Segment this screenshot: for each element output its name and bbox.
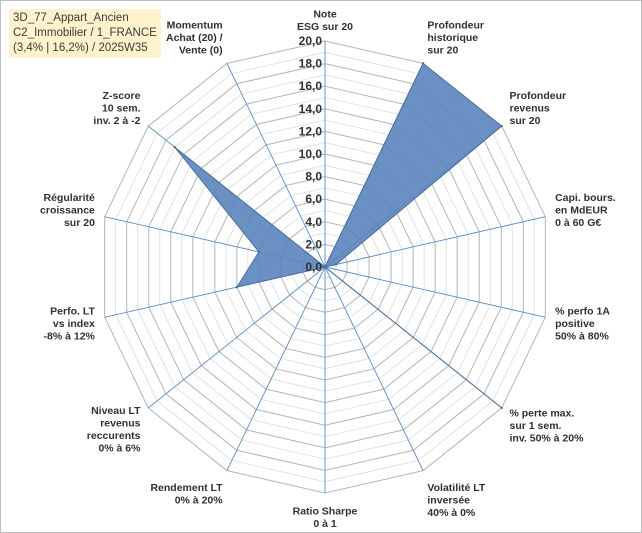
chart-title-box: 3D_77_Appart_Ancien C2_Immobilier / 1_FR… <box>9 9 161 58</box>
axis-label-line: croissance <box>40 205 95 217</box>
axis-label-line: -8% à 12% <box>44 330 96 342</box>
spoke-14 <box>226 63 326 268</box>
tick-label: 20,0 <box>299 34 323 48</box>
axis-label-line: inversée <box>427 495 470 507</box>
axis-label-line: historique <box>427 32 478 44</box>
radar-axis-labels: Note ESG sur 20 Profondeur historique sur 20… <box>40 9 616 531</box>
axis-label-1: Note ESG sur 20 <box>297 9 353 34</box>
axis-label-line: ESG sur 20 <box>297 21 353 33</box>
axis-label-line: revenus <box>510 102 550 114</box>
axis-label-line: Niveau LT <box>91 405 141 417</box>
axis-label-8: Ratio Sharpe 0 à 1 <box>293 506 358 531</box>
axis-label-9: Rendement LT 0% à 20% <box>150 482 223 507</box>
title-line-1: 3D_77_Appart_Ancien <box>13 12 129 24</box>
radar-series <box>173 62 503 410</box>
title-line-2: C2_Immobilier / 1_FRANCE <box>13 27 157 39</box>
axis-label-line: Rendement LT <box>150 482 223 494</box>
axis-label-11: Perfo. LT vs index -8% à 12% <box>44 305 96 342</box>
axis-label-line: inv. 50% à 20% <box>510 433 585 445</box>
axis-label-14: Momentum Achat (20) / Vente (0) <box>166 19 223 56</box>
axis-label-line: % perte max. <box>510 408 575 420</box>
axis-label-line: Note <box>313 9 336 21</box>
axis-label-line: Z-score <box>103 90 141 102</box>
data-point-11 <box>235 285 239 289</box>
axis-label-line: Volatilité LT <box>427 482 486 494</box>
axis-label-line: 40% à 0% <box>427 507 476 519</box>
spoke-10 <box>148 266 326 409</box>
axis-label-line: 0% à 6% <box>98 443 141 455</box>
axis-label-line: % perfo 1A <box>555 305 610 317</box>
axis-label-line: sur 20 <box>427 44 458 56</box>
axis-label-10: Niveau LT revenus reccurents 0% à 6% <box>87 405 141 455</box>
axis-label-line: Régularité <box>44 192 96 204</box>
tick-label: 16,0 <box>299 79 323 93</box>
axis-label-line: 0% à 20% <box>175 495 224 507</box>
axis-label-line: reccurents <box>87 430 141 442</box>
spoke-7 <box>324 266 424 471</box>
data-point-2 <box>421 62 425 65</box>
radar-tick-labels: 0,0 2,0 4,0 6,0 8,0 10,0 12,0 14,0 16,0 18,0 20,0 <box>299 34 323 274</box>
axis-label-line: positive <box>555 318 595 330</box>
axis-label-4: Capi. bours. en MdEUR 0 à 60 G€ <box>555 192 616 229</box>
axis-label-13: Z-score 10 sem. inv. 2 à -2 <box>93 90 140 127</box>
axis-label-line: Profondeur <box>427 19 484 31</box>
data-point-6 <box>500 406 503 410</box>
spoke-5 <box>324 266 546 318</box>
axis-label-line: Capi. bours. <box>555 192 616 204</box>
axis-label-line: Achat (20) / <box>166 32 223 44</box>
tick-label: 18,0 <box>299 57 323 71</box>
axis-label-line: sur 20 <box>510 115 541 127</box>
data-point-14 <box>323 265 327 269</box>
axis-label-line: 0 à 60 G€ <box>555 217 601 229</box>
axis-label-line: Vente (0) <box>179 44 223 56</box>
tick-label: 2,0 <box>305 237 322 251</box>
axis-label-line: 10 sem. <box>102 102 141 114</box>
axis-label-2: Profondeur historique sur 20 <box>427 19 484 56</box>
tick-label: 8,0 <box>305 170 322 184</box>
axis-label-line: Profondeur <box>510 90 567 102</box>
axis-label-line: Ratio Sharpe <box>293 506 358 518</box>
axis-label-5: % perfo 1A positive 50% à 80% <box>555 305 610 342</box>
tick-label: 14,0 <box>299 102 323 116</box>
axis-label-line: en MdEUR <box>555 205 608 217</box>
spoke-4 <box>324 216 546 268</box>
data-point-3 <box>500 124 503 128</box>
data-point-13 <box>173 146 177 149</box>
axis-label-line: revenus <box>100 418 140 430</box>
axis-label-line: Perfo. LT <box>50 305 95 317</box>
tick-label: 10,0 <box>299 147 323 161</box>
axis-label-7: Volatilité LT inversée 40% à 0% <box>427 482 486 519</box>
spoke-9 <box>226 266 326 471</box>
tick-label: 4,0 <box>305 215 322 229</box>
tick-label: 12,0 <box>299 124 323 138</box>
axis-label-line: 0 à 1 <box>313 518 337 530</box>
axis-label-line: vs index <box>53 318 95 330</box>
tick-label: 0,0 <box>305 260 322 274</box>
axis-label-line: 50% à 80% <box>555 330 609 342</box>
axis-label-12: Régularité croissance sur 20 <box>40 192 95 229</box>
axis-label-line: Momentum <box>167 19 223 31</box>
axis-label-line: inv. 2 à -2 <box>93 115 140 127</box>
data-point-4 <box>334 263 338 266</box>
axis-label-6: % perte max. sur 1 sem. inv. 50% à 20% <box>510 408 585 445</box>
axis-label-3: Profondeur revenus sur 20 <box>510 90 567 127</box>
axis-label-line: sur 20 <box>64 217 95 229</box>
tick-label: 6,0 <box>305 192 322 206</box>
data-point-12 <box>257 250 261 254</box>
title-line-3: (3,4% | 16,2%) / 2025W35 <box>13 42 148 54</box>
axis-label-line: sur 1 sem. <box>510 420 562 432</box>
